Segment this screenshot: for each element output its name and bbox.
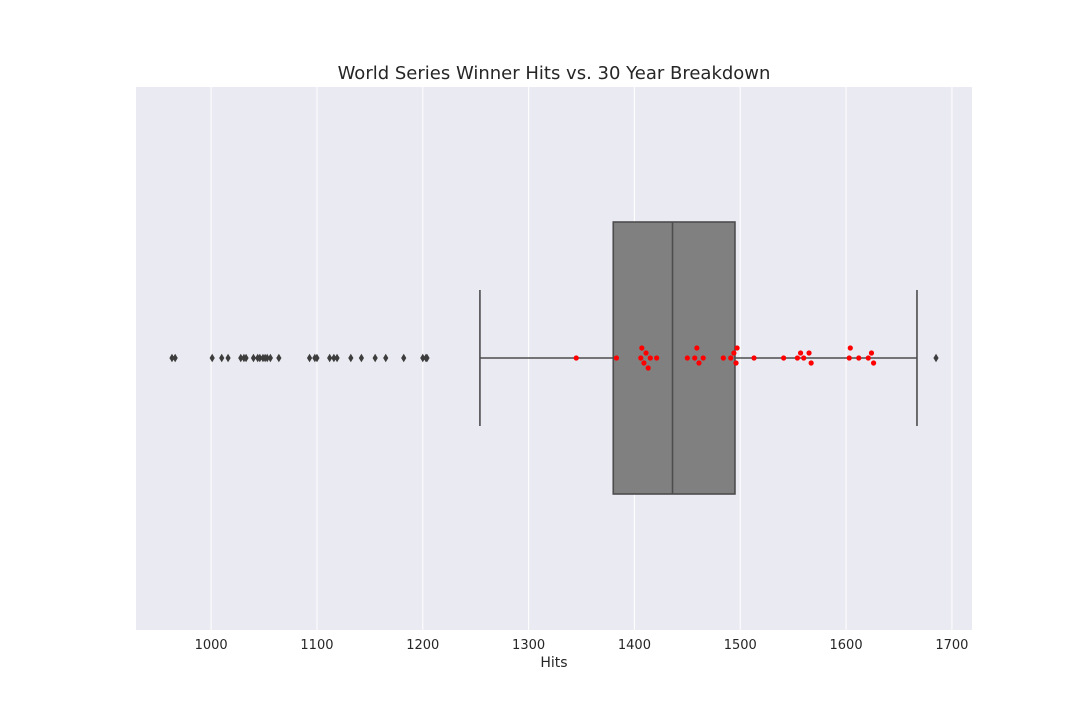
outlier-point [267, 353, 273, 363]
winner-hits-point [684, 355, 690, 361]
outlier-point [348, 353, 354, 363]
outlier-point [264, 353, 270, 363]
x-tick-label: 1400 [618, 638, 651, 653]
x-tick-label: 1300 [512, 638, 545, 653]
x-tick-label: 1500 [724, 638, 757, 653]
winner-hits-points [573, 345, 877, 371]
winner-hits-point [641, 360, 647, 366]
winner-hits-point [751, 355, 757, 361]
winner-hits-point [696, 360, 702, 366]
winner-hits-point [645, 365, 651, 371]
x-tick-label: 1200 [406, 638, 439, 653]
winner-hits-point [638, 355, 644, 361]
winner-hits-point [692, 355, 698, 361]
winner-hits-point [573, 355, 579, 361]
winner-hits-point [868, 350, 875, 356]
outlier-point [383, 353, 389, 363]
interquartile-box [612, 221, 736, 495]
x-tick-label: 1100 [300, 638, 333, 653]
winner-hits-point [733, 360, 739, 366]
outlier-point [331, 353, 337, 363]
outlier-point [243, 353, 249, 363]
x-tick-label: 1000 [195, 638, 228, 653]
outlier-point [372, 353, 378, 363]
winner-hits-point [856, 355, 862, 361]
winner-hits-point [734, 345, 740, 351]
winner-hits-point [865, 355, 871, 361]
winner-hits-point [647, 355, 653, 361]
winner-hits-point [731, 350, 737, 356]
outlier-point [306, 353, 313, 363]
outlier-point [219, 353, 225, 363]
outlier-point [250, 353, 257, 363]
x-tick-label: 1600 [830, 638, 863, 653]
outlier-point [401, 353, 407, 363]
x-axis-label: Hits [540, 655, 567, 671]
winner-hits-point [806, 350, 812, 356]
outlier-point [358, 353, 365, 363]
outlier-markers [169, 353, 939, 363]
winner-hits-point [643, 350, 649, 356]
chart-title: World Series Winner Hits vs. 30 Year Bre… [338, 63, 771, 84]
outlier-point [424, 353, 430, 363]
outlier-point [933, 353, 939, 363]
outlier-point [420, 353, 426, 363]
outlier-point [238, 353, 244, 363]
box-element [479, 221, 918, 495]
outlier-point [314, 353, 320, 363]
winner-hits-point [728, 355, 734, 361]
winner-hits-point [781, 355, 787, 361]
outlier-point [209, 353, 215, 363]
outlier-point [169, 353, 175, 363]
winner-hits-point [639, 345, 645, 351]
winner-hits-point [720, 355, 726, 361]
outlier-point [327, 353, 333, 363]
x-axis-ticks: 1000 1100 1200 1300 1400 1500 1600 1700 [195, 638, 969, 653]
outlier-point [225, 353, 231, 363]
winner-hits-point [801, 355, 807, 361]
winner-hits-point [870, 360, 877, 366]
winner-hits-point [797, 350, 804, 356]
outlier-point [276, 353, 282, 363]
winner-hits-point [808, 360, 814, 366]
winner-hits-point [794, 355, 800, 361]
winner-hits-point [694, 345, 700, 351]
x-tick-label: 1700 [935, 638, 968, 653]
outlier-point [257, 353, 263, 363]
outlier-point [334, 353, 340, 363]
winner-hits-point [846, 355, 852, 361]
outlier-point [172, 353, 178, 363]
winner-hits-point [700, 355, 706, 361]
winner-hits-point [654, 355, 660, 361]
winner-hits-point [613, 355, 620, 361]
winner-hits-point [847, 345, 853, 351]
